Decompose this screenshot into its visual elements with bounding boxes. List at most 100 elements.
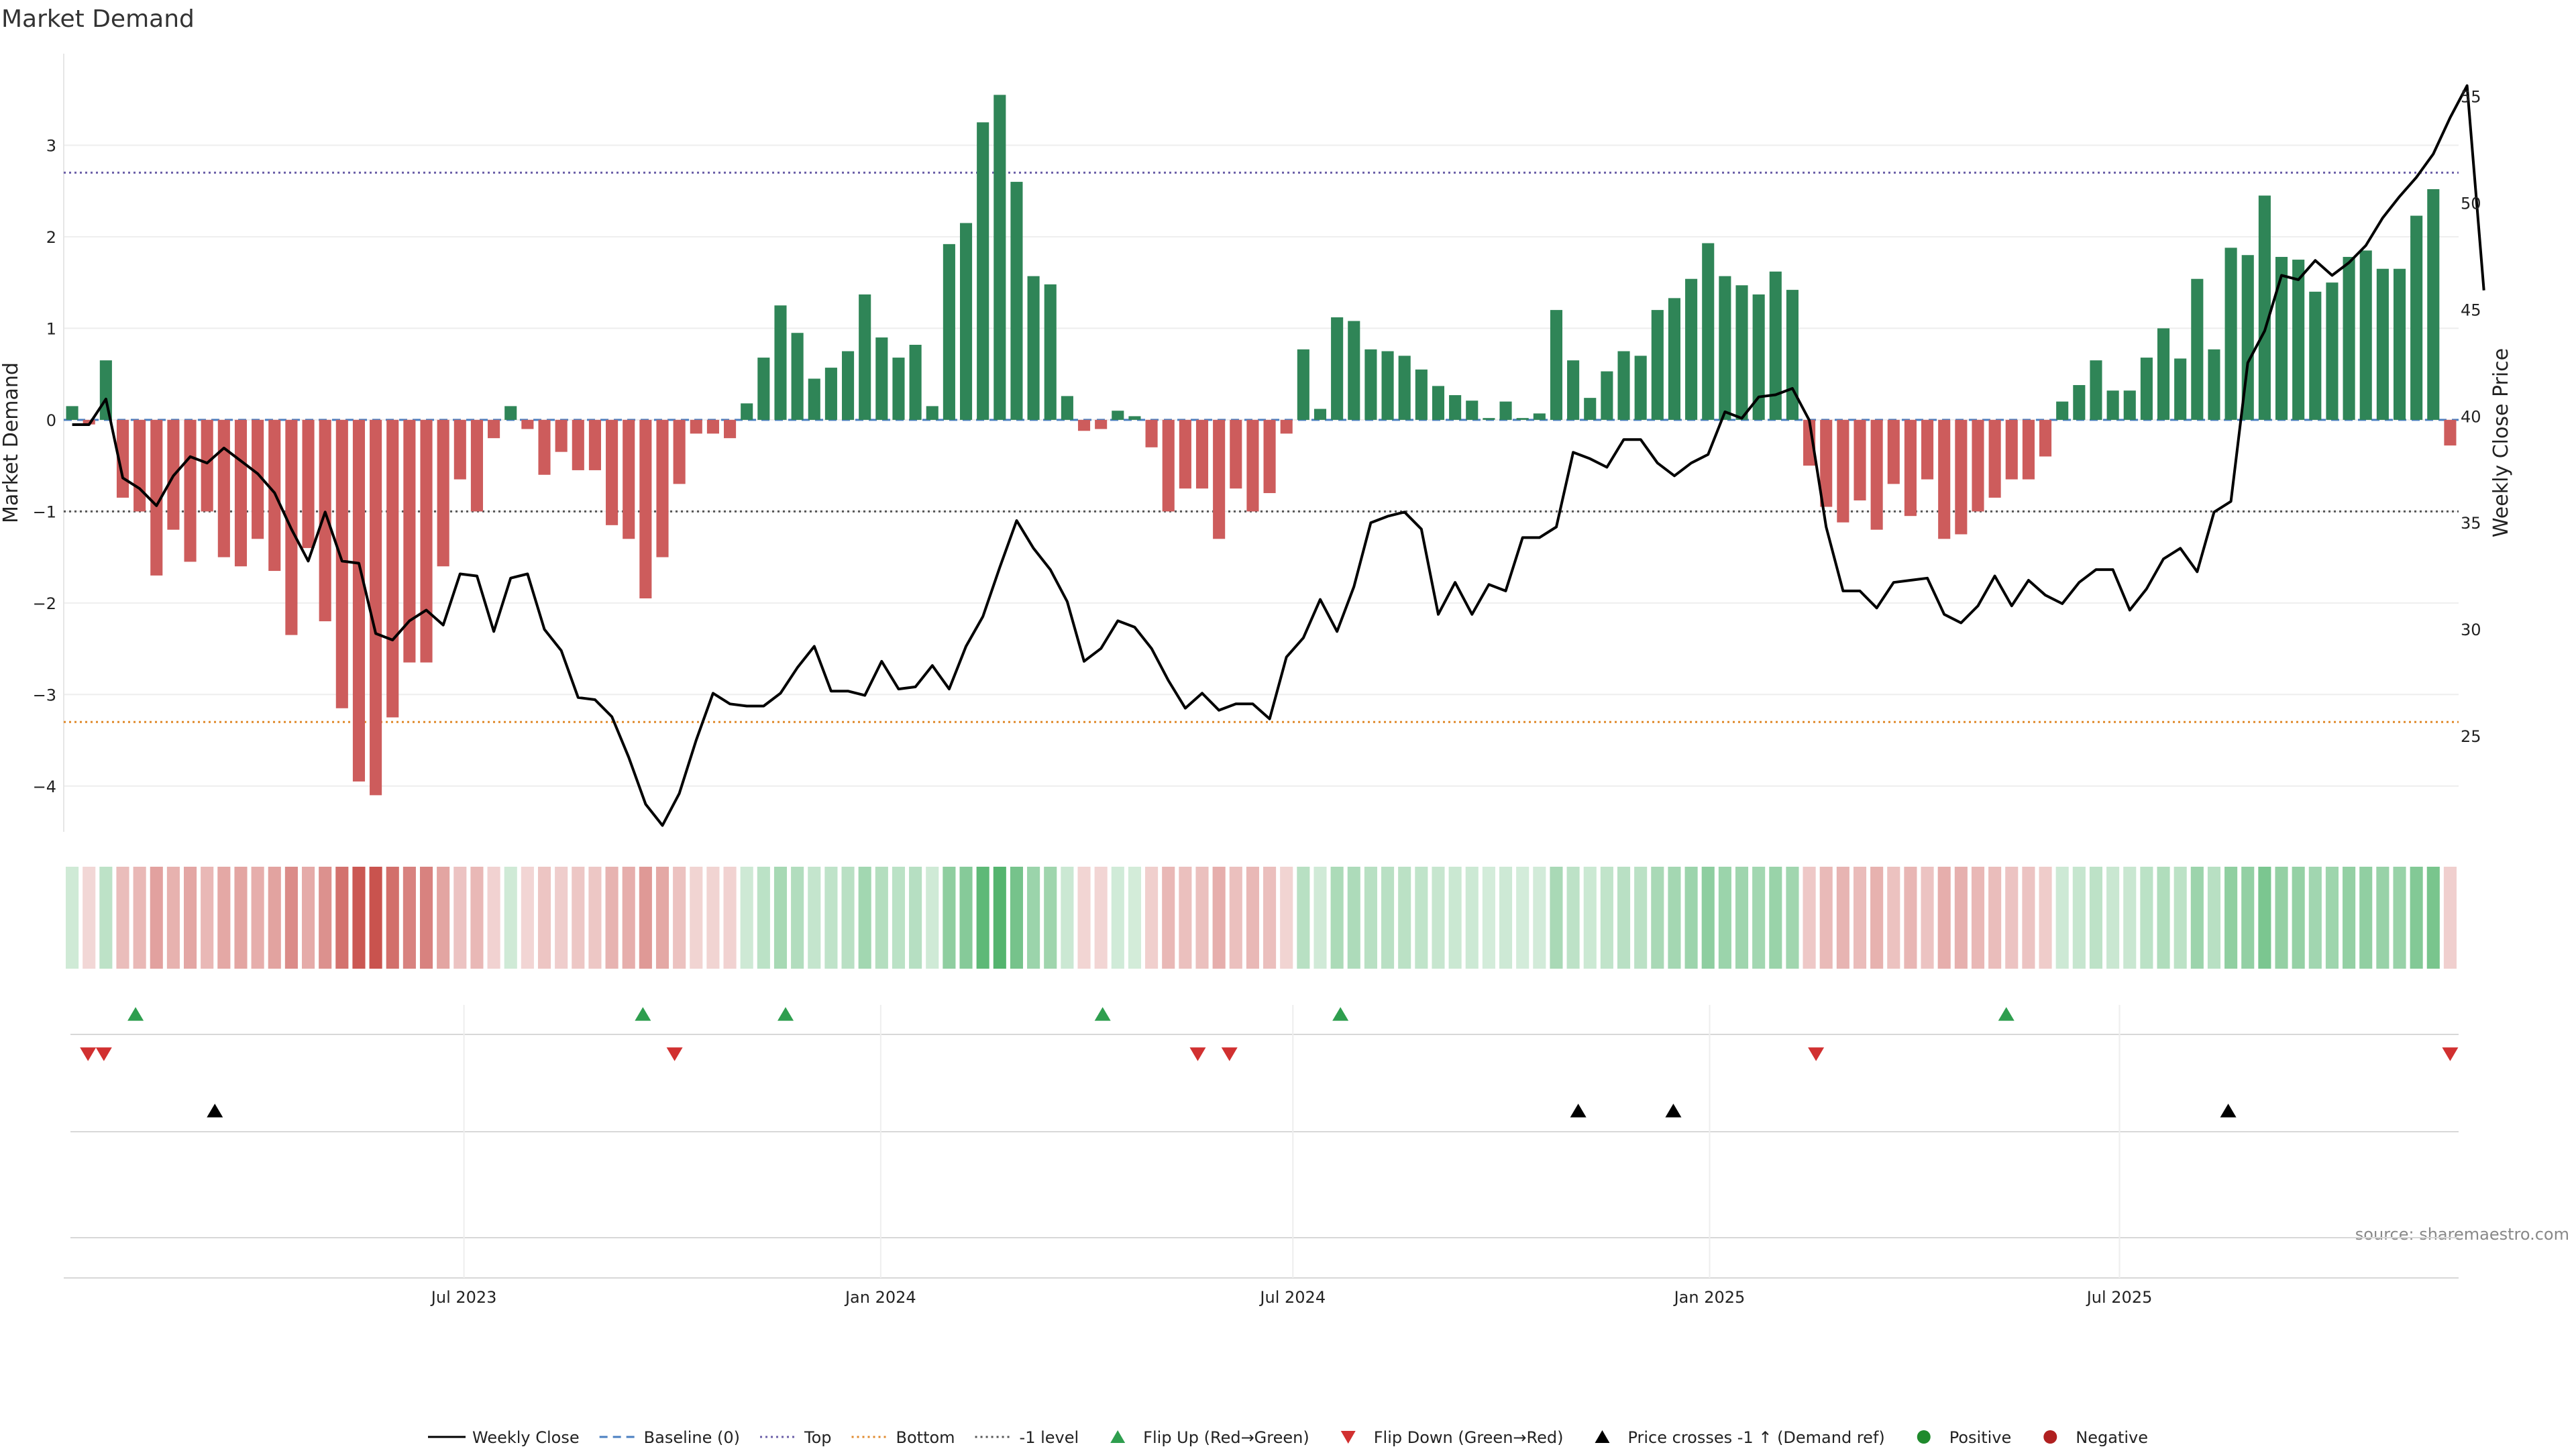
demand-bar — [2343, 256, 2355, 420]
demand-bar — [2359, 250, 2372, 420]
heat-cell — [1887, 867, 1900, 969]
heat-cell — [673, 867, 686, 969]
demand-bar — [1179, 419, 1191, 489]
heat-cell — [2190, 867, 2204, 969]
demand-bar — [1364, 349, 1377, 420]
heat-cell — [521, 867, 534, 969]
heat-cell — [1651, 867, 1664, 969]
heat-cell — [1027, 867, 1040, 969]
y2-tick-label: 25 — [2461, 727, 2481, 746]
heat-cell — [2376, 867, 2390, 969]
legend-label: Top — [804, 1428, 832, 1447]
heat-cell — [1010, 867, 1024, 969]
demand-bar — [1634, 356, 1647, 420]
heat-cell — [959, 867, 973, 969]
demand-bar — [824, 368, 837, 420]
demand-bar — [2056, 401, 2069, 420]
demand-bar — [538, 419, 551, 475]
heat-cell — [1415, 867, 1428, 969]
heat-cell — [723, 867, 737, 969]
demand-bar — [1921, 419, 1934, 480]
demand-bar — [1213, 419, 1226, 539]
demand-bar — [959, 223, 973, 420]
demand-bar — [66, 406, 78, 420]
heat-cell — [655, 867, 669, 969]
heat-cell — [1550, 867, 1563, 969]
legend-label: Bottom — [896, 1428, 955, 1447]
heat-cell — [1988, 867, 2002, 969]
heat-cell — [1769, 867, 1782, 969]
y-tick-label: 2 — [46, 228, 56, 247]
demand-bar — [1348, 321, 1360, 420]
demand-bar — [656, 419, 669, 557]
x-tick-label: Jan 2025 — [1673, 1288, 1746, 1307]
heat-cell — [2174, 867, 2187, 969]
demand-bar — [1955, 419, 1968, 535]
heat-cell — [1786, 867, 1799, 969]
heat-cell — [1044, 867, 1057, 969]
heat-cell — [419, 867, 433, 969]
demand-bar — [1432, 386, 1445, 420]
demand-bar — [1331, 317, 1344, 420]
heat-cell — [1921, 867, 1934, 969]
reference-lines — [64, 171, 2459, 723]
demand-bar — [1246, 419, 1259, 512]
demand-bar — [1938, 419, 1951, 539]
heat-cell — [116, 867, 129, 969]
demand-bar — [420, 419, 433, 663]
legend-label: -1 level — [1020, 1428, 1079, 1447]
y2-tick-label: 40 — [2461, 407, 2481, 426]
heat-cell — [1684, 867, 1698, 969]
demand-bar — [1702, 243, 1715, 420]
heat-cell — [2140, 867, 2153, 969]
demand-bar — [741, 403, 753, 420]
demand-bar — [2174, 358, 2187, 420]
heat-cell — [2123, 867, 2137, 969]
demand-bar — [1516, 418, 1529, 420]
demand-bar — [1904, 419, 1917, 517]
heat-cell — [2039, 867, 2052, 969]
demand-bar — [1735, 285, 1748, 420]
heat-cell — [1145, 867, 1159, 969]
heat-cell — [773, 867, 788, 969]
heat-cell — [2224, 867, 2238, 969]
heat-cell — [437, 867, 450, 969]
demand-bar — [1483, 418, 1495, 420]
demand-bar — [2326, 282, 2339, 420]
heat-cell — [453, 867, 467, 969]
heat-cell — [993, 867, 1006, 969]
heat-cell — [301, 867, 315, 969]
heat-cell — [1229, 867, 1242, 969]
demand-bar — [83, 419, 95, 425]
demand-bar — [1499, 401, 1512, 420]
demand-bar — [1533, 413, 1546, 420]
legend-label: Weekly Close — [472, 1428, 580, 1447]
heat-cell — [1432, 867, 1445, 969]
demand-bar — [1870, 419, 1883, 530]
flip-up-marker — [635, 1007, 651, 1021]
demand-bar — [1685, 278, 1698, 420]
demand-bar — [1567, 360, 1580, 420]
demand-bar — [504, 406, 517, 420]
demand-bar — [1077, 419, 1091, 431]
demand-bar — [2005, 419, 2018, 480]
demand-bar — [791, 333, 804, 420]
heat-cell — [1971, 867, 1985, 969]
demand-bar — [757, 358, 770, 420]
y-tick-label: −3 — [33, 686, 56, 704]
demand-bar — [1651, 310, 1664, 420]
demand-bar — [1786, 290, 1799, 420]
heat-cell — [740, 867, 753, 969]
flip-up-marker — [127, 1007, 144, 1021]
heat-cell — [841, 867, 855, 969]
heat-cell — [572, 867, 585, 969]
x-tick-label: Jan 2024 — [844, 1288, 916, 1307]
demand-bar — [2258, 195, 2271, 420]
demand-bar — [892, 358, 905, 420]
x-tick-label: Jul 2024 — [1258, 1288, 1326, 1307]
heat-cell — [909, 867, 922, 969]
demand-bar — [1887, 419, 1900, 484]
heat-cell — [184, 867, 197, 969]
demand-bar — [724, 419, 737, 439]
heat-cell — [2106, 867, 2120, 969]
